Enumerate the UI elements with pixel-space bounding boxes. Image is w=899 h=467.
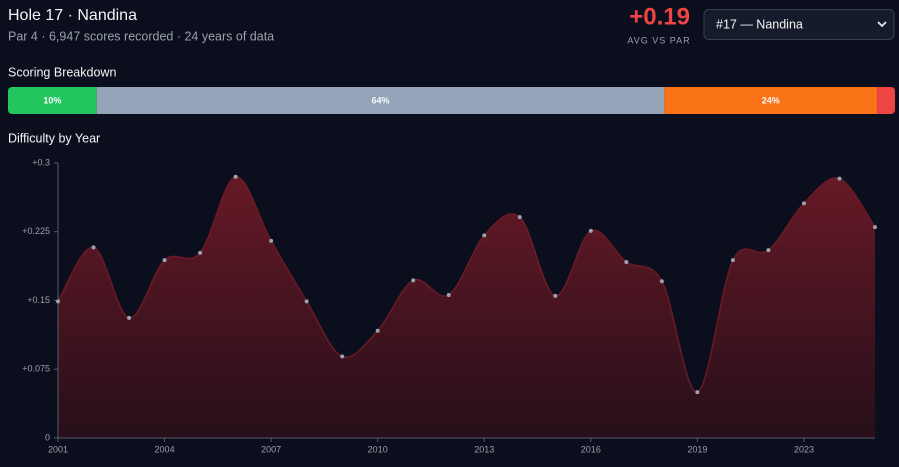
point <box>446 293 451 297</box>
point <box>411 278 416 283</box>
bar-segment <box>877 87 895 114</box>
point <box>304 299 309 304</box>
point <box>482 233 487 238</box>
point <box>269 238 274 243</box>
subtitle: Par 4 · 6,947 scores recorded · 24 years… <box>8 29 274 43</box>
scoring-bar: 10% 64% 24% <box>8 87 895 114</box>
point <box>553 293 558 298</box>
y-tick-label: +0.075 <box>22 364 50 374</box>
point <box>375 328 380 333</box>
avg-value: +0.19 <box>629 3 690 30</box>
avg-label: AVG VS PAR <box>627 35 690 45</box>
segment-label: 10% <box>43 95 61 105</box>
bar-segment <box>96 87 665 114</box>
y-tick-label: 0 <box>45 432 50 442</box>
section-title: Difficulty by Year <box>8 131 100 145</box>
x-tick-label: 2001 <box>48 444 68 454</box>
segment-label: 24% <box>762 95 780 105</box>
bar-segment <box>8 87 97 114</box>
x-tick-label: 2019 <box>687 444 707 454</box>
x-tick-label: 2016 <box>581 444 601 454</box>
select-text[interactable]: #17 — Nandina <box>716 17 803 31</box>
difficulty-chart: 0 +0.075 +0.15 +0.225 +0.3 2001 2004 2007 2010 20… <box>22 157 877 454</box>
x-tick-label: 2010 <box>368 444 388 454</box>
point <box>588 228 593 233</box>
x-tick-label: 2004 <box>155 444 175 454</box>
point <box>233 174 238 179</box>
point <box>837 176 842 181</box>
y-tick-label: +0.15 <box>27 295 50 305</box>
point <box>873 225 877 230</box>
point <box>659 279 664 284</box>
point <box>730 258 735 263</box>
point <box>695 390 700 395</box>
point <box>91 245 96 250</box>
point <box>517 215 522 220</box>
x-tick-label: 2007 <box>261 444 281 454</box>
area <box>58 176 875 438</box>
point <box>801 201 806 206</box>
bar-segment <box>664 87 878 114</box>
x-tick-label: 2013 <box>474 444 494 454</box>
point <box>624 260 629 264</box>
y-tick-label: +0.225 <box>22 226 50 236</box>
point <box>766 248 771 253</box>
section-title: Scoring Breakdown <box>8 65 116 79</box>
point <box>162 258 167 263</box>
point <box>340 354 345 359</box>
point <box>56 299 60 304</box>
x-tick-label: 2023 <box>794 444 814 454</box>
y-tick-label: +0.3 <box>32 157 50 167</box>
point <box>127 315 132 320</box>
hole-select[interactable] <box>703 9 895 40</box>
select-arrow[interactable] <box>877 21 887 28</box>
title: Hole 17 · Nandina <box>8 7 137 24</box>
point <box>198 250 203 255</box>
segment-label: 64% <box>372 95 390 105</box>
